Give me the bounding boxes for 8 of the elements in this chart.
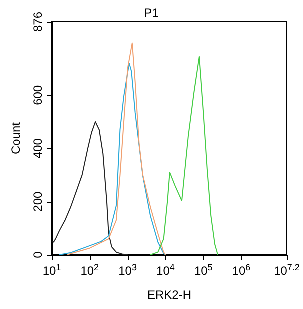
y-tick-label: 0: [31, 251, 45, 258]
y-tick-label: 600: [31, 85, 45, 106]
y-tick-label: 400: [31, 138, 45, 159]
y-tick-label: 200: [31, 191, 45, 212]
x-axis-title: ERK2-H: [147, 288, 192, 302]
y-axis-title: Count: [9, 122, 23, 155]
chart-title: P1: [144, 6, 160, 20]
y-tick-label: 876: [31, 12, 45, 32]
